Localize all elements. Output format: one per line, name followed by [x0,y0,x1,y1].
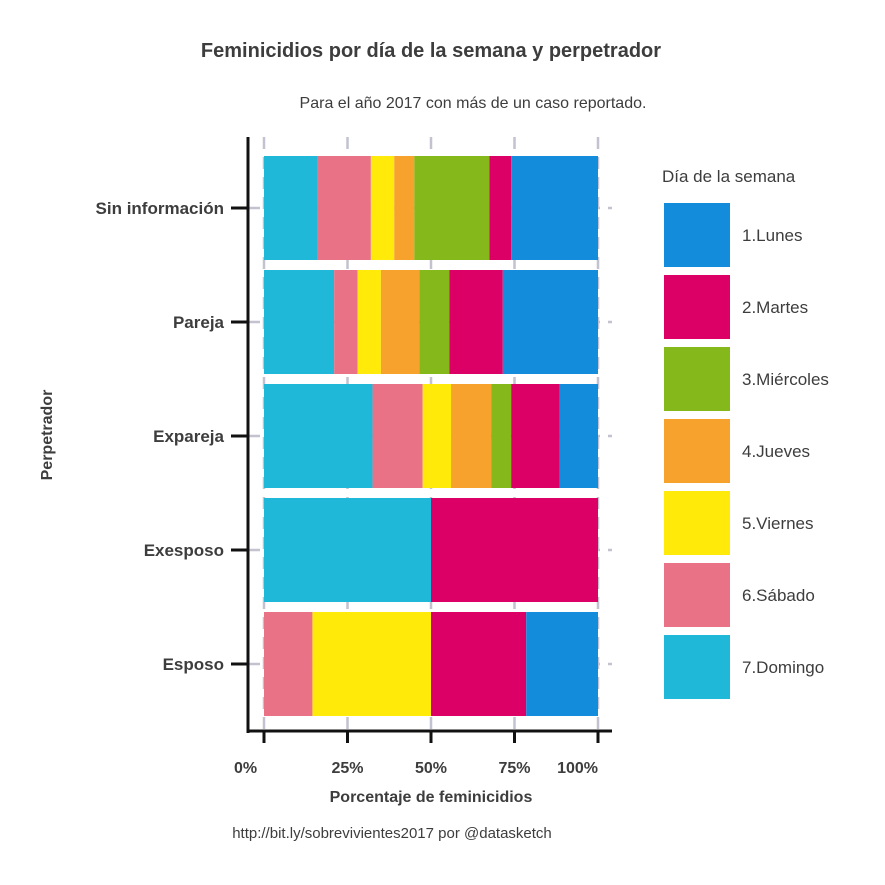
bar-sin-informacion-7-domingo [264,156,318,260]
legend-label: 5.Viernes [742,514,814,533]
bar-sin-informacion-6-sabado [317,156,371,260]
bar-sin-informacion-2-martes [489,156,512,260]
bar-exesposo-7-domingo [264,498,431,602]
bar-pareja-4-jueves [380,270,420,374]
y-tick-label: Sin información [96,199,224,218]
bar-pareja-3-miercoles [419,270,450,374]
legend-label: 4.Jueves [742,442,810,461]
legend: 1.Lunes 2.Martes 3.Miércoles 4.Jueves 5.Vier… [664,203,829,699]
x-tick-label: 50% [415,760,447,777]
y-tick-label: Expareja [153,427,224,446]
bar-pareja-1-lunes [502,270,598,374]
bar-exesposo-2-martes [431,498,598,602]
bar-sin-informacion-1-lunes [511,156,598,260]
bar-expareja-4-jueves [451,384,492,488]
y-tick-labels: Sin información Pareja Expareja Exesposo Esp… [96,199,225,674]
legend-label: 1.Lunes [742,226,803,245]
chart-subtitle: Para el año 2017 con más de un caso repo… [300,95,647,112]
y-tick-label: Esposo [163,655,224,674]
x-tick-label: 75% [498,760,530,777]
bar-expareja-6-sabado [372,384,423,488]
y-tick-label: Pareja [173,313,225,332]
bar-expareja-2-martes [511,384,560,488]
legend-title: Día de la semana [662,167,796,186]
legend-key-4-jueves [664,419,730,483]
axes [231,137,612,743]
x-tick-labels: 0% 25% 50% 75% 100% [234,760,598,777]
chart-title: Feminicidios por día de la semana y perp… [201,40,661,62]
x-tick-label: 100% [557,760,598,777]
bar-expareja-1-lunes [559,384,598,488]
bar-esposo-5-viernes [312,612,431,716]
bar-pareja-2-martes [449,270,503,374]
bar-esposo-1-lunes [526,612,598,716]
legend-label: 3.Miércoles [742,370,829,389]
legend-key-7-domingo [664,635,730,699]
legend-key-2-martes [664,275,730,339]
legend-label: 6.Sábado [742,586,815,605]
y-axis-label: Perpetrador [39,390,56,481]
legend-label: 2.Martes [742,298,808,317]
bar-esposo-6-sabado [264,612,313,716]
legend-label: 7.Domingo [742,658,824,677]
legend-key-6-sabado [664,563,730,627]
bar-expareja-7-domingo [264,384,373,488]
legend-key-3-miercoles [664,347,730,411]
bar-sin-informacion-4-jueves [394,156,415,260]
x-tick-label: 0% [234,760,257,777]
bar-expareja-3-miercoles [491,384,512,488]
legend-key-1-lunes [664,203,730,267]
legend-key-5-viernes [664,491,730,555]
bar-sin-informacion-3-miercoles [414,156,490,260]
bars [264,156,598,716]
bar-sin-informacion-5-viernes [370,156,395,260]
caption: http://bit.ly/sobrevivientes2017 por @da… [232,825,552,842]
bar-pareja-7-domingo [264,270,335,374]
bar-expareja-5-viernes [422,384,452,488]
x-tick-label: 25% [331,760,363,777]
bar-esposo-2-martes [431,612,527,716]
bar-pareja-5-viernes [357,270,381,374]
x-axis-label: Porcentaje de feminicidios [330,789,533,806]
bar-pareja-6-sabado [334,270,358,374]
y-tick-label: Exesposo [144,541,224,560]
